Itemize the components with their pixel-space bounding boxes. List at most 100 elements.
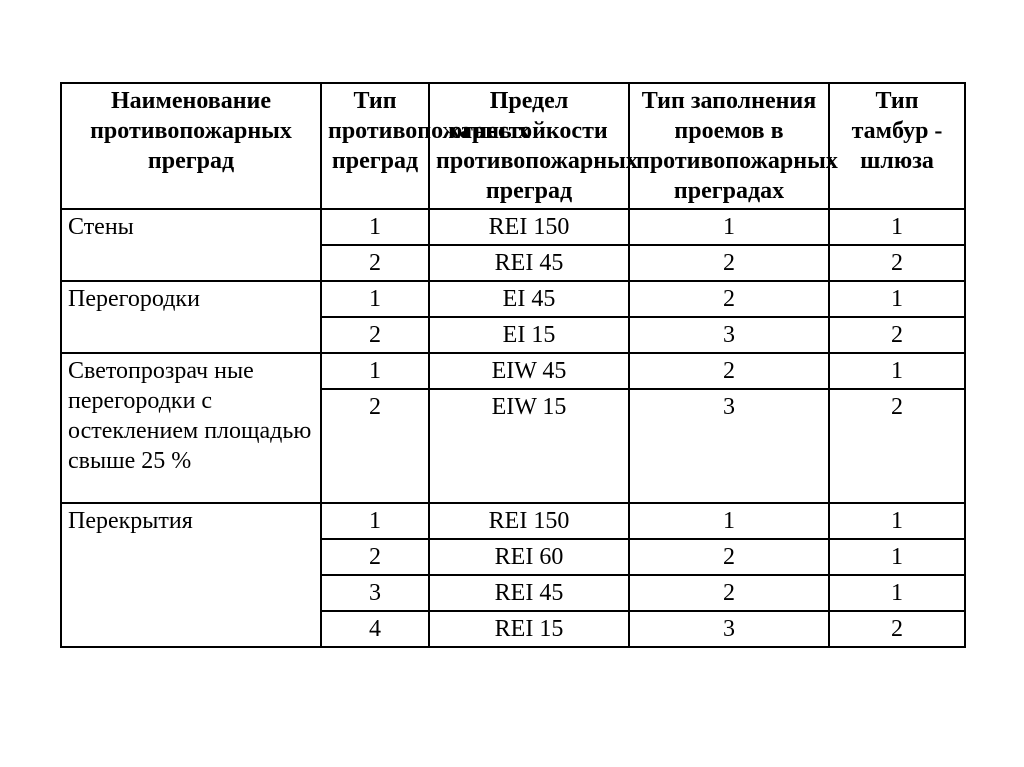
page: { "table": { "headers": [ "Наименование … bbox=[0, 0, 1024, 767]
cell-text: REI 150 bbox=[489, 214, 570, 240]
cell-text: 1 bbox=[891, 214, 903, 240]
cell-name: Стены bbox=[61, 209, 321, 281]
cell-limit: REI 60 bbox=[429, 539, 629, 575]
cell-text: 2 bbox=[723, 250, 735, 276]
col-header-name: Наименование противопожарных преград bbox=[61, 83, 321, 209]
cell-fill: 2 bbox=[629, 539, 829, 575]
cell-text: Перегородки bbox=[68, 286, 200, 312]
cell-name: Перегородки bbox=[61, 281, 321, 353]
cell-text: 4 bbox=[369, 616, 381, 642]
cell-lock: 1 bbox=[829, 503, 965, 539]
cell-lock: 1 bbox=[829, 353, 965, 389]
cell-text: REI 45 bbox=[495, 580, 564, 606]
cell-lock: 1 bbox=[829, 539, 965, 575]
table-row: Светопрозрач ные перегородки с остеклени… bbox=[61, 353, 965, 389]
cell-limit: REI 15 bbox=[429, 611, 629, 647]
cell-type: 2 bbox=[321, 389, 429, 503]
cell-text: 1 bbox=[723, 508, 735, 534]
cell-text: 2 bbox=[723, 358, 735, 384]
cell-text: 3 bbox=[369, 580, 381, 606]
cell-text: 1 bbox=[369, 286, 381, 312]
table-row: Перегородки 1 EI 45 2 1 bbox=[61, 281, 965, 317]
cell-limit: REI 45 bbox=[429, 575, 629, 611]
cell-fill: 2 bbox=[629, 353, 829, 389]
cell-text: 3 bbox=[723, 616, 735, 642]
cell-text: 2 bbox=[369, 394, 381, 420]
cell-text: 2 bbox=[723, 580, 735, 606]
header-text: Тип заполнения проемов в противопожарных… bbox=[636, 88, 838, 204]
cell-fill: 3 bbox=[629, 611, 829, 647]
cell-text: 1 bbox=[891, 544, 903, 570]
cell-text: 1 bbox=[723, 214, 735, 240]
col-header-lock: Тип тамбур - шлюза bbox=[829, 83, 965, 209]
cell-lock: 1 bbox=[829, 209, 965, 245]
cell-text: 3 bbox=[723, 394, 735, 420]
cell-type: 1 bbox=[321, 281, 429, 317]
cell-type: 2 bbox=[321, 539, 429, 575]
cell-lock: 2 bbox=[829, 245, 965, 281]
header-text: Предел огнестойкости противопожарных пре… bbox=[436, 88, 638, 204]
cell-lock: 1 bbox=[829, 281, 965, 317]
cell-text: REI 150 bbox=[489, 508, 570, 534]
col-header-fill: Тип заполнения проемов в противопожарных… bbox=[629, 83, 829, 209]
cell-text: 2 bbox=[891, 250, 903, 276]
cell-limit: REI 150 bbox=[429, 209, 629, 245]
cell-text: EIW 15 bbox=[492, 394, 567, 420]
cell-fill: 2 bbox=[629, 281, 829, 317]
cell-type: 2 bbox=[321, 245, 429, 281]
header-text: Наименование противопожарных преград bbox=[90, 88, 292, 174]
cell-text: Светопрозрач ные перегородки с остеклени… bbox=[68, 358, 311, 474]
cell-text: 2 bbox=[723, 544, 735, 570]
cell-text: 2 bbox=[891, 322, 903, 348]
cell-lock: 2 bbox=[829, 389, 965, 503]
cell-type: 1 bbox=[321, 353, 429, 389]
cell-text: REI 15 bbox=[495, 616, 564, 642]
cell-lock: 2 bbox=[829, 611, 965, 647]
cell-type: 1 bbox=[321, 209, 429, 245]
cell-limit: EIW 15 bbox=[429, 389, 629, 503]
col-header-limit: Предел огнестойкости противопожарных пре… bbox=[429, 83, 629, 209]
cell-limit: EI 15 bbox=[429, 317, 629, 353]
cell-limit: REI 150 bbox=[429, 503, 629, 539]
cell-text: 1 bbox=[369, 358, 381, 384]
cell-fill: 1 bbox=[629, 209, 829, 245]
cell-text: 2 bbox=[891, 394, 903, 420]
cell-text: 1 bbox=[369, 508, 381, 534]
table-body: Стены 1 REI 150 1 1 2 REI 45 2 2 Перегор… bbox=[61, 209, 965, 647]
cell-text: 2 bbox=[891, 616, 903, 642]
cell-text: 1 bbox=[891, 580, 903, 606]
cell-text: EI 45 bbox=[503, 286, 556, 312]
cell-text: 1 bbox=[891, 286, 903, 312]
cell-text: 3 bbox=[723, 322, 735, 348]
cell-fill: 2 bbox=[629, 245, 829, 281]
cell-name: Светопрозрач ные перегородки с остеклени… bbox=[61, 353, 321, 503]
cell-limit: EIW 45 bbox=[429, 353, 629, 389]
cell-fill: 3 bbox=[629, 389, 829, 503]
cell-text: Перекрытия bbox=[68, 508, 193, 534]
cell-type: 2 bbox=[321, 317, 429, 353]
cell-limit: REI 45 bbox=[429, 245, 629, 281]
cell-text: 1 bbox=[369, 214, 381, 240]
fire-barrier-table: Наименование противопожарных преград Тип… bbox=[60, 82, 966, 648]
col-header-type: Тип противопожарных преград bbox=[321, 83, 429, 209]
cell-lock: 2 bbox=[829, 317, 965, 353]
cell-text: 1 bbox=[891, 508, 903, 534]
cell-type: 3 bbox=[321, 575, 429, 611]
cell-name: Перекрытия bbox=[61, 503, 321, 647]
header-row: Наименование противопожарных преград Тип… bbox=[61, 83, 965, 209]
cell-text: EI 15 bbox=[503, 322, 556, 348]
cell-fill: 2 bbox=[629, 575, 829, 611]
cell-type: 1 bbox=[321, 503, 429, 539]
cell-text: REI 60 bbox=[495, 544, 564, 570]
cell-text: 2 bbox=[369, 544, 381, 570]
cell-text: 2 bbox=[369, 250, 381, 276]
cell-fill: 3 bbox=[629, 317, 829, 353]
cell-type: 4 bbox=[321, 611, 429, 647]
table-row: Стены 1 REI 150 1 1 bbox=[61, 209, 965, 245]
cell-text: Стены bbox=[68, 214, 134, 240]
table-row: Перекрытия 1 REI 150 1 1 bbox=[61, 503, 965, 539]
header-text: Тип тамбур - шлюза bbox=[852, 88, 943, 174]
cell-text: EIW 45 bbox=[492, 358, 567, 384]
cell-limit: EI 45 bbox=[429, 281, 629, 317]
cell-fill: 1 bbox=[629, 503, 829, 539]
